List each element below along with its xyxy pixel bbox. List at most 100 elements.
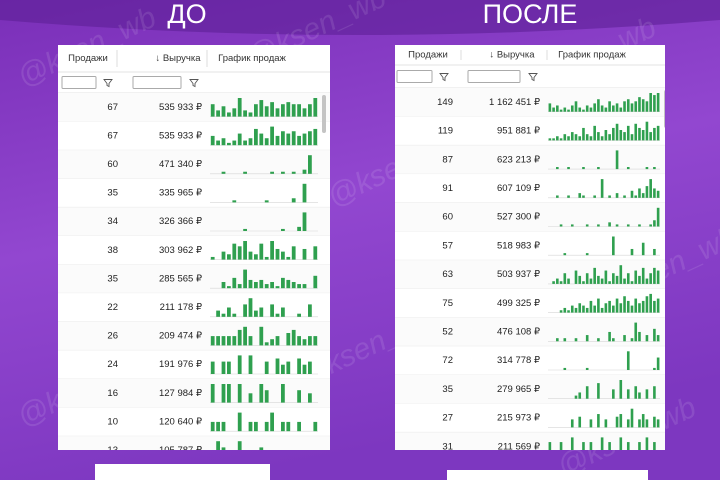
sparkline-bar [582, 195, 585, 198]
revenue-cell: 105 787 ₽ [159, 445, 202, 456]
revenue-cell: 326 366 ₽ [159, 216, 202, 227]
sparkline-bar [559, 138, 563, 141]
table-row[interactable] [395, 432, 665, 461]
sparkline-bar [619, 265, 623, 284]
sparkline-bar [286, 421, 291, 432]
sparkline-bar [585, 105, 589, 112]
sparkline-bar [556, 338, 559, 342]
sparkline-bar [237, 133, 242, 146]
sparkline-bar [585, 335, 589, 342]
sparkline-bar [634, 298, 638, 313]
sparkline-bar [243, 228, 247, 231]
sparkline-bar [653, 442, 656, 450]
sparkline-bar [291, 104, 296, 117]
title-before: ДО [167, 0, 206, 29]
sparkline-bar [248, 355, 253, 374]
scrollbar-thumb[interactable] [322, 95, 326, 133]
sparkline-bar [604, 130, 608, 141]
sparkline-bar [608, 222, 611, 227]
sparkline-bar [653, 95, 656, 112]
sparkline-bar [548, 103, 552, 112]
sparkline-bar [626, 419, 630, 428]
column-header[interactable]: ↓ Выручка [155, 53, 201, 64]
sparkline-bar [297, 135, 301, 146]
column-header[interactable]: ↓ Выручка [489, 50, 535, 61]
sparkline-bar [243, 241, 247, 260]
sparkline-bar [585, 386, 589, 399]
filter-input[interactable] [396, 70, 433, 83]
sparkline-bar [567, 109, 570, 112]
sparkline-bar [634, 386, 638, 399]
sparkline-bar [248, 279, 253, 289]
sparkline-bar [626, 125, 630, 141]
sparkline-bar [604, 107, 608, 112]
sparkline-bar [638, 303, 641, 313]
sparkline-bar [638, 97, 641, 112]
sparkline-bar [612, 105, 615, 112]
sparkline-bar [216, 310, 220, 317]
sparkline-bar [221, 447, 226, 450]
sales-cell: 75 [442, 298, 453, 309]
sparkline-bar [281, 228, 285, 231]
filter-icon[interactable] [103, 79, 113, 88]
filter-icon[interactable] [189, 79, 199, 88]
sparkline-bar [656, 419, 660, 428]
sparkline-bar [210, 336, 215, 346]
sparkline-bar [210, 256, 215, 260]
sparkline-bar [612, 389, 615, 399]
revenue-cell: 951 881 ₽ [497, 126, 540, 137]
sparkline-bar [243, 269, 247, 289]
sparkline-bar [619, 437, 623, 450]
sparkline-bar [302, 108, 307, 117]
filter-input[interactable] [467, 70, 521, 83]
sparkline-bar [608, 195, 611, 198]
sales-cell: 72 [442, 355, 453, 366]
column-header[interactable]: График продаж [558, 50, 626, 61]
sparkline-bar [232, 200, 237, 203]
sparkline-bar [281, 364, 285, 374]
sparkline-bar [623, 195, 626, 198]
sparkline-bar [578, 275, 582, 284]
sparkline-bar [556, 195, 559, 198]
sparkline-bar [649, 293, 652, 313]
sparkline-bar [210, 384, 215, 403]
sparkline-bar [574, 395, 578, 399]
scrollbar-thumb[interactable] [664, 90, 668, 128]
sparkline-bar [297, 313, 301, 317]
sparkline-bar [653, 220, 656, 227]
sparkline-bar [630, 134, 634, 141]
sales-cell: 60 [107, 159, 118, 170]
filter-icon[interactable] [439, 73, 449, 82]
sparkline-bar [216, 336, 220, 346]
sparkline-bar [653, 167, 656, 170]
sparkline-bar [237, 384, 242, 403]
sparkline-bar [626, 300, 630, 313]
sparkline-bar [243, 110, 247, 117]
column-header[interactable]: Продажи [68, 53, 108, 64]
sparkline-bar [656, 298, 660, 313]
sparkline-bar [574, 270, 578, 284]
filter-input[interactable] [132, 76, 182, 89]
sales-cell: 31 [442, 441, 453, 452]
sparkline-bar [221, 138, 226, 146]
table-row[interactable] [58, 436, 330, 465]
sparkline-bar [552, 281, 555, 284]
filter-icon[interactable] [528, 73, 538, 82]
sparkline-bar [638, 224, 641, 227]
sparkline-bar [578, 107, 582, 112]
sparkline-bar [653, 300, 656, 313]
sparkline-bar [556, 278, 559, 284]
filter-input[interactable] [61, 76, 97, 89]
sparkline-bar [243, 326, 247, 346]
column-header[interactable]: График продаж [218, 53, 286, 64]
sparkline-bar [604, 270, 608, 284]
sparkline-bar [221, 313, 226, 317]
sparkline-bar [216, 421, 220, 432]
sparkline-bar [270, 304, 274, 317]
sparkline-bar [259, 279, 264, 289]
sparkline-bar [210, 135, 215, 146]
sparkline-bar [302, 133, 307, 146]
sparkline-bar [302, 364, 307, 374]
column-header[interactable]: Продажи [408, 50, 448, 61]
